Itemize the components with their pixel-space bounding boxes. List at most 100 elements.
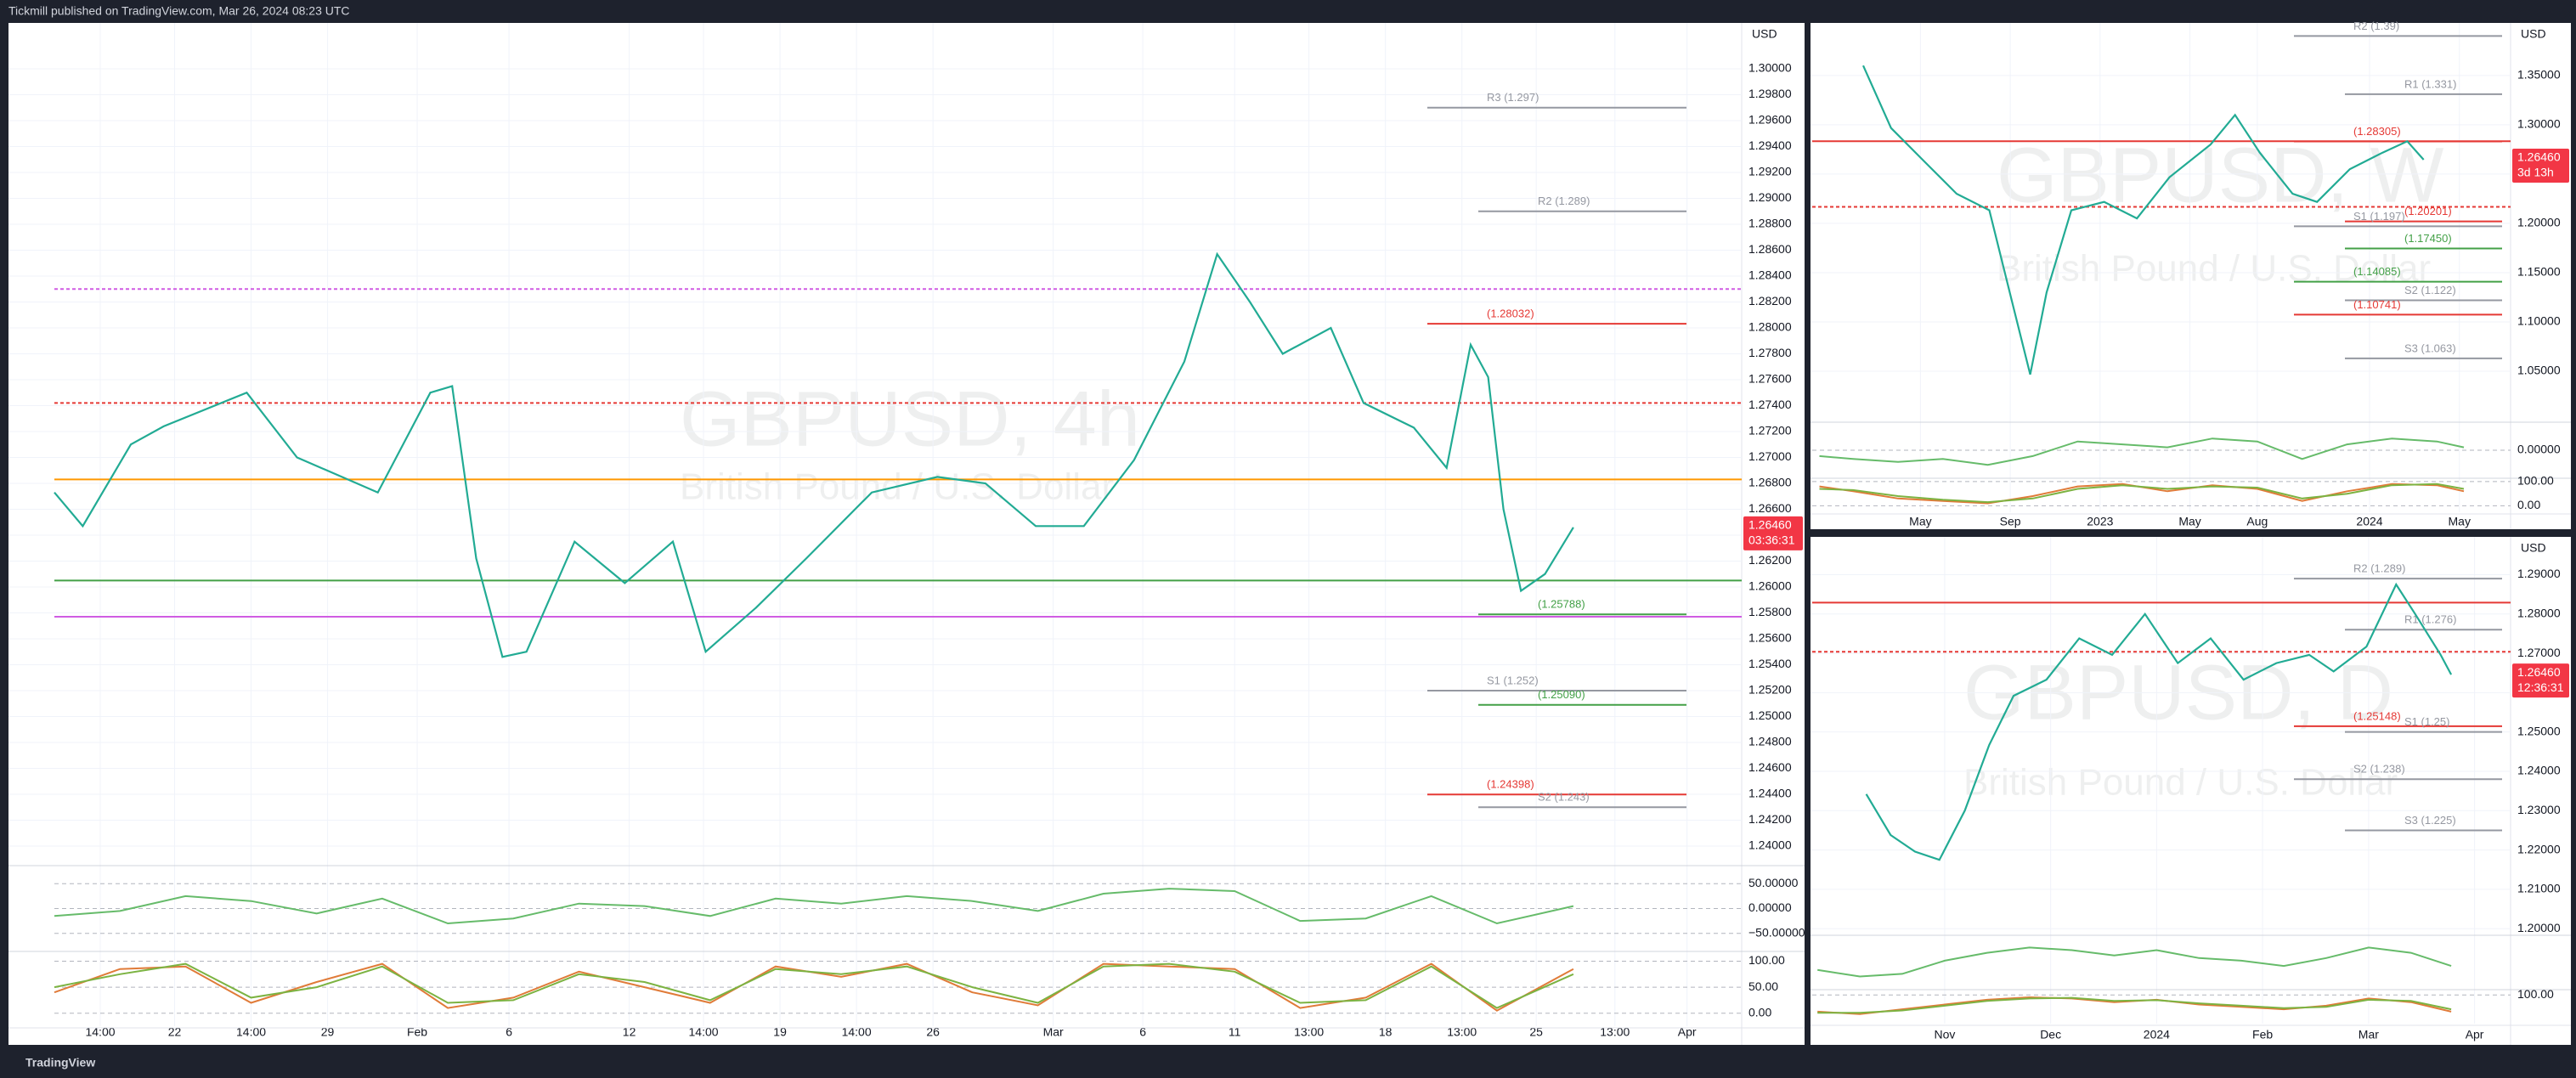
x-tick-label: 13:00	[1447, 1025, 1477, 1039]
x-tick-label: Feb	[2252, 1028, 2273, 1041]
osc-tick-label: 0.00000	[1748, 900, 1792, 914]
y-tick-label: 1.28800	[1748, 217, 1792, 230]
x-tick-label: 14:00	[236, 1025, 266, 1039]
brand: TradingView	[25, 1056, 95, 1070]
x-tick-label: 2023	[2087, 515, 2113, 528]
y-tick-label: 1.20000	[2517, 216, 2561, 229]
pivot-label: R2 (1.289)	[1538, 195, 1590, 207]
oscillator-line	[1817, 996, 2452, 1014]
currency-label: USD	[1752, 27, 1777, 41]
x-tick-label: 14:00	[689, 1025, 719, 1039]
pivot-label: S2 (1.238)	[2353, 763, 2405, 776]
x-tick-label: Apr	[1678, 1025, 1697, 1039]
x-tick-label: 22	[168, 1025, 182, 1039]
pivot-label: R1 (1.276)	[2404, 613, 2456, 626]
x-tick-label: Dec	[2040, 1028, 2061, 1041]
x-tick-label: 14:00	[842, 1025, 872, 1039]
x-tick-label: Mar	[1043, 1025, 1064, 1039]
osc-tick-label: 100.00	[2517, 474, 2554, 488]
y-tick-label: 1.29600	[1748, 113, 1792, 127]
y-tick-label: 1.26600	[1748, 501, 1792, 515]
osc-tick-label: 0.00	[1748, 1005, 1771, 1019]
y-tick-label: 1.24400	[1748, 787, 1792, 800]
oscillator-line	[1819, 483, 2465, 504]
price-tag-label: 1.26460	[2517, 665, 2561, 679]
y-tick-label: 1.25800	[1748, 605, 1792, 618]
y-tick-label: 1.27800	[1748, 346, 1792, 359]
bar-countdown: 03:36:31	[1748, 533, 1795, 547]
y-tick-label: 1.29000	[1748, 190, 1792, 204]
y-tick-label: 1.30000	[1748, 61, 1792, 75]
description-watermark: British Pound / U.S. Dollar	[1963, 762, 2398, 804]
y-tick-label: 1.29200	[1748, 165, 1792, 178]
y-tick-label: 1.15000	[2517, 265, 2561, 279]
pivot-label: S3 (1.225)	[2404, 814, 2456, 827]
pivot-label: (1.25090)	[1538, 688, 1585, 701]
y-tick-label: 1.22000	[2517, 842, 2561, 855]
pivot-label: (1.28305)	[2353, 125, 2401, 138]
price-tag	[2512, 663, 2569, 698]
x-tick-label: Feb	[407, 1025, 427, 1039]
pivot-label: (1.17450)	[2404, 232, 2452, 245]
pivot-label: S3 (1.063)	[2404, 341, 2456, 354]
x-tick-label: Apr	[2466, 1028, 2484, 1041]
x-tick-label: 6	[1139, 1025, 1146, 1039]
osc-tick-label: 50.00	[1748, 979, 1778, 993]
y-tick-label: 1.28000	[2517, 606, 2561, 619]
y-tick-label: 1.05000	[2517, 364, 2561, 377]
y-tick-label: 1.35000	[2517, 68, 2561, 82]
pivot-label: R2 (1.289)	[2353, 562, 2405, 575]
y-tick-label: 1.25000	[2517, 724, 2561, 737]
y-tick-label: 1.29000	[2517, 567, 2561, 580]
pivot-label: (1.20201)	[2404, 205, 2452, 217]
price-line	[1861, 65, 2425, 375]
currency-label: USD	[2521, 27, 2546, 41]
x-tick-label: 26	[926, 1025, 940, 1039]
x-tick-label: 6	[506, 1025, 512, 1039]
y-tick-label: 1.28000	[1748, 320, 1792, 334]
pivot-label: (1.28032)	[1487, 308, 1534, 320]
pivot-label: (1.25148)	[2353, 709, 2401, 722]
y-tick-label: 1.25200	[1748, 683, 1792, 697]
x-tick-label: 2024	[2356, 515, 2382, 528]
y-tick-label: 1.27600	[1748, 372, 1792, 386]
pivot-label: S1 (1.25)	[2404, 715, 2449, 728]
y-tick-label: 1.25600	[1748, 631, 1792, 645]
pivot-label: S2 (1.122)	[2404, 284, 2456, 296]
osc-tick-label: 100.00	[1748, 953, 1785, 967]
x-tick-label: 13:00	[1294, 1025, 1324, 1039]
x-tick-label: May	[2449, 515, 2471, 528]
y-tick-label: 1.28200	[1748, 294, 1792, 308]
x-tick-label: 19	[773, 1025, 787, 1039]
x-tick-label: 13:00	[1600, 1025, 1630, 1039]
x-tick-label: May	[2178, 515, 2200, 528]
pivot-label: (1.10741)	[2353, 298, 2401, 311]
pivot-label: (1.25788)	[1538, 598, 1585, 611]
y-tick-label: 1.21000	[2517, 882, 2561, 895]
osc-tick-label: 0.00	[2517, 498, 2540, 511]
y-tick-label: 1.26800	[1748, 476, 1792, 489]
y-tick-label: 1.29400	[1748, 138, 1792, 152]
oscillator-line	[54, 888, 1574, 925]
pivot-label: S1 (1.197)	[2353, 210, 2405, 223]
x-tick-label: Aug	[2246, 515, 2268, 528]
x-tick-label: Mar	[2359, 1028, 2379, 1041]
y-tick-label: 1.30000	[2517, 117, 2561, 131]
publish-header: Tickmill published on TradingView.com, M…	[8, 4, 350, 18]
y-tick-label: 1.27400	[1748, 398, 1792, 411]
weekly-panel	[1811, 23, 2571, 529]
y-tick-label: 1.24200	[1748, 812, 1792, 826]
osc-tick-label: 50.00000	[1748, 876, 1799, 889]
x-tick-label: May	[1909, 515, 1931, 528]
osc-tick-label: 100.00	[2517, 987, 2554, 1001]
oscillator-line	[1817, 946, 2452, 978]
y-tick-label: 1.25000	[1748, 708, 1792, 722]
x-tick-label: 18	[1379, 1025, 1393, 1039]
y-tick-label: 1.24600	[1748, 760, 1792, 774]
pivot-label: (1.24398)	[1487, 778, 1534, 791]
y-tick-label: 1.27000	[1748, 449, 1792, 463]
y-tick-label: 1.24000	[1748, 838, 1792, 852]
y-tick-label: 1.10000	[2517, 314, 2561, 328]
y-tick-label: 1.26200	[1748, 553, 1792, 567]
